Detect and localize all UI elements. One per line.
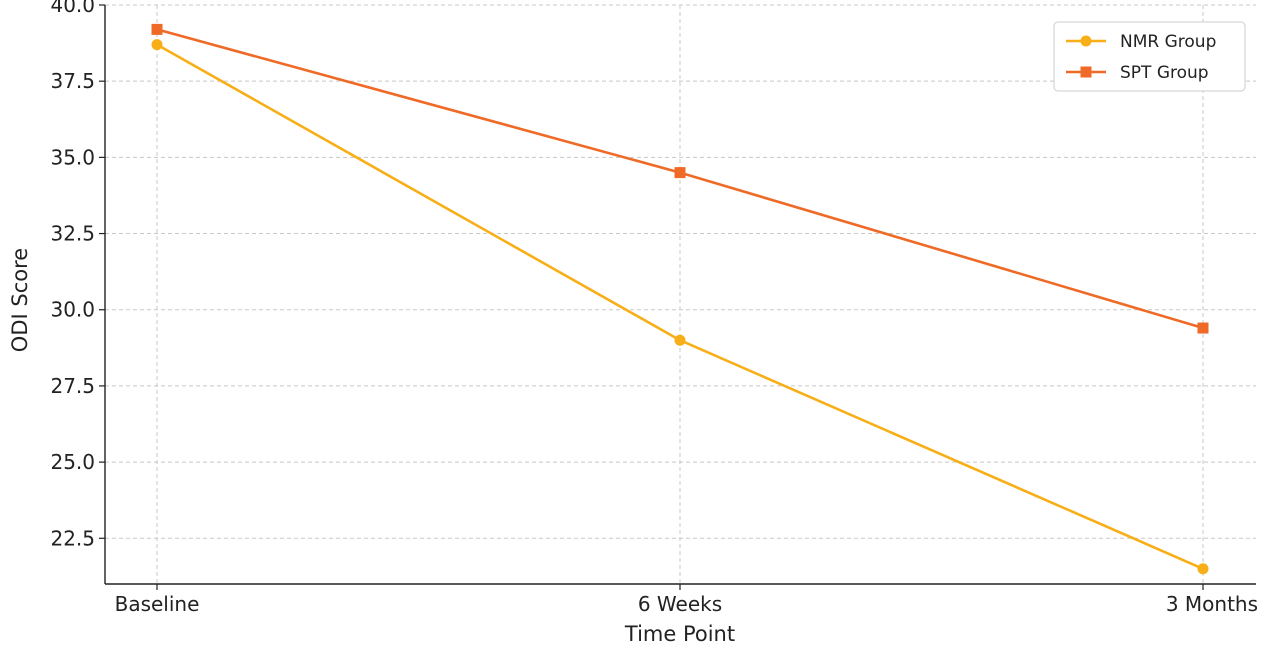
y-tick-label: 35.0 [50, 145, 95, 169]
x-axis-title: Time Point [624, 622, 735, 646]
y-tick-label: 27.5 [50, 374, 95, 398]
y-tick-label: 32.5 [50, 222, 95, 246]
series-nmr-group [151, 39, 1209, 575]
axes [99, 4, 1256, 590]
y-tick-label: 22.5 [50, 526, 95, 550]
series-line [156, 28, 1204, 330]
legend-label: NMR Group [1120, 32, 1216, 52]
series-spt-group [151, 23, 1209, 334]
y-tick-label: 40.0 [50, 0, 95, 17]
series-lines [151, 23, 1209, 575]
x-tick-label: 3 Months [1166, 592, 1258, 616]
x-tick-label: 6 Weeks [638, 592, 722, 616]
data-point-circle [151, 39, 163, 51]
legend-entry: NMR Group [1066, 32, 1216, 52]
legend-marker-square [1080, 66, 1092, 78]
y-axis-title: ODI Score [8, 248, 32, 352]
y-tick-label: 25.0 [50, 450, 95, 474]
data-point-square [1197, 322, 1209, 334]
grid-lines [105, 4, 1256, 584]
tick-labels: 22.5 25.0 27.5 30.0 32.5 35.0 37.5 40.0 Baseline… [50, 0, 1258, 616]
data-point-circle [1197, 563, 1209, 575]
y-tick-label: 37.5 [50, 69, 95, 93]
y-tick-label: 30.0 [50, 298, 95, 322]
legend-box [1053, 21, 1246, 92]
legend-marker-circle [1080, 35, 1092, 47]
legend: NMR Group SPT Group [1053, 21, 1246, 92]
data-point-circle [674, 334, 686, 346]
legend-label: SPT Group [1120, 63, 1209, 83]
data-point-square [151, 23, 163, 35]
data-point-square [674, 167, 686, 179]
x-tick-label: Baseline [115, 592, 200, 616]
legend-entry: SPT Group [1066, 63, 1209, 83]
